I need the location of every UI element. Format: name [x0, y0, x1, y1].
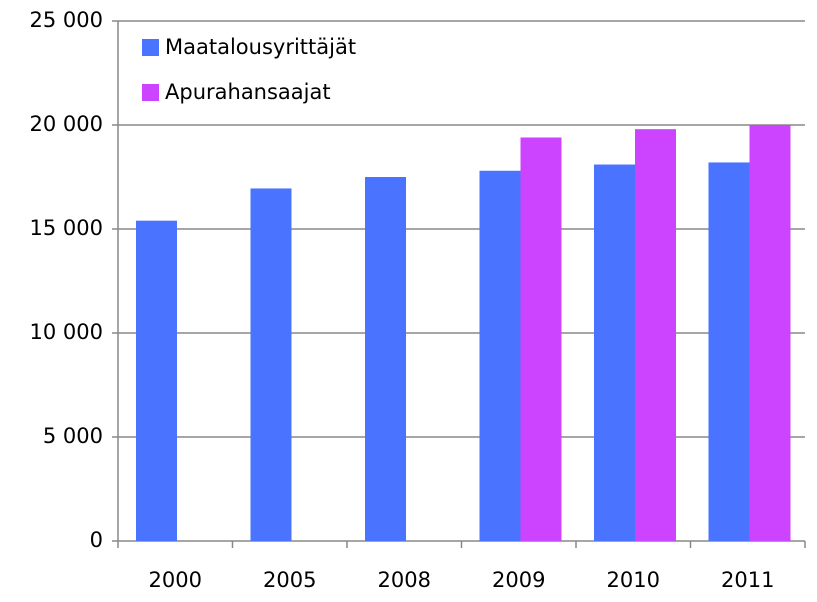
bar — [594, 164, 635, 541]
x-tick-label: 2008 — [378, 568, 431, 592]
legend-label: Apurahansaajat — [165, 80, 331, 104]
x-tick-label: 2009 — [492, 568, 545, 592]
bar — [520, 137, 562, 542]
x-tick-label: 2005 — [263, 568, 316, 592]
bar — [136, 220, 177, 541]
bar — [708, 162, 750, 541]
bar — [749, 125, 791, 541]
y-tick-label: 0 — [90, 528, 103, 552]
bar — [479, 170, 521, 541]
bar — [250, 188, 292, 541]
legend-label: Maatalousyrittäjät — [165, 35, 356, 59]
x-tick-label: 2010 — [607, 568, 660, 592]
x-tick-label: 2000 — [149, 568, 202, 592]
legend-swatch — [142, 84, 159, 101]
bar — [635, 129, 676, 541]
y-tick-label: 10 000 — [30, 320, 103, 344]
y-tick-label: 15 000 — [30, 216, 103, 240]
legend-swatch — [142, 39, 159, 56]
y-tick-label: 25 000 — [30, 8, 103, 32]
bar — [365, 177, 406, 541]
y-tick-label: 20 000 — [30, 112, 103, 136]
y-tick-label: 5 000 — [43, 424, 103, 448]
x-tick-label: 2011 — [721, 568, 774, 592]
